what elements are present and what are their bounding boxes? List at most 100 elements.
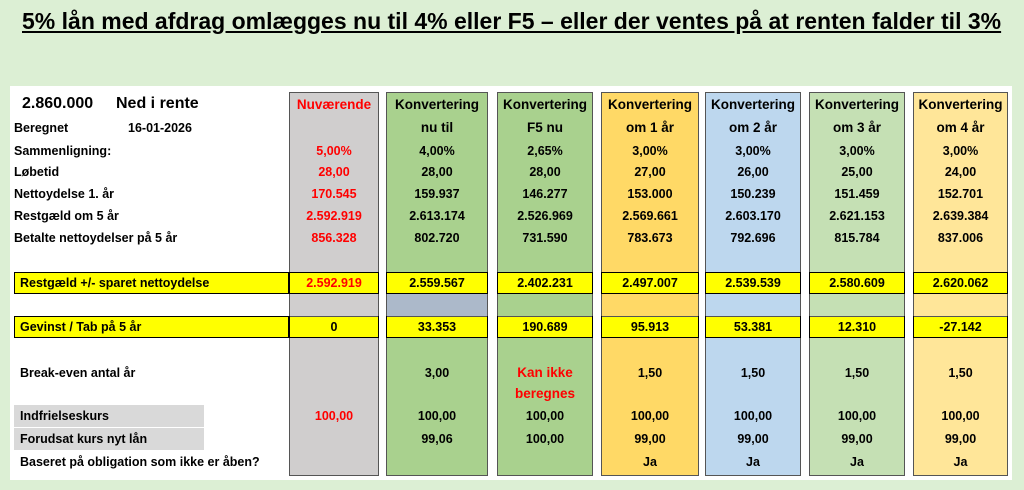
cell-loebetid-4: 26,00 — [737, 165, 769, 179]
indfrielse-label-bg — [14, 405, 204, 427]
cell-h1-2: Konvertering — [502, 97, 587, 112]
cell-loebetid-0: 28,00 — [318, 165, 350, 179]
cell-kurs-3: 99,00 — [634, 432, 666, 446]
cell-restgaeld-1: 2.613.174 — [409, 209, 465, 223]
cell-rente-2: 2,65% — [527, 144, 563, 158]
cell-kurs-2: 100,00 — [525, 432, 565, 446]
restgaeld-sparet-bar-4 — [705, 272, 801, 294]
cell-indfrielse-5: 100,00 — [837, 409, 877, 423]
cell-indfrielse-2: 100,00 — [525, 409, 565, 423]
cell-h2-3: om 1 år — [625, 120, 675, 135]
cell-breakeven1-2: Kan ikke — [517, 365, 573, 380]
cell-breakeven1-4: 1,50 — [740, 366, 766, 380]
amount-value: 2.860.000 — [22, 95, 94, 112]
loebetid-label: Løbetid — [14, 165, 60, 179]
cell-restgaeld-sparet-2: 2.402.231 — [517, 276, 573, 290]
restgaeld-sparet-bar-5 — [809, 272, 905, 294]
cell-restgaeld-sparet-6: 2.620.062 — [932, 276, 989, 290]
gap-band-5 — [810, 294, 904, 317]
cell-rente-6: 3,00% — [942, 144, 979, 158]
cell-indfrielse-4: 100,00 — [733, 409, 773, 423]
cell-loebetid-6: 24,00 — [944, 165, 977, 179]
cell-breakeven2-2: beregnes — [514, 386, 576, 401]
cell-restgaeld-sparet-0: 2.592.919 — [306, 276, 362, 290]
cell-kurs-5: 99,00 — [841, 432, 873, 446]
baseret-label: Baseret på obligation som ikke er åben? — [20, 455, 260, 469]
cell-restgaeld-4: 2.603.170 — [725, 209, 781, 223]
cell-gevinst-3: 95.913 — [630, 320, 670, 334]
breakeven-label: Break-even antal år — [20, 366, 136, 380]
cell-gevinst-5: 12.310 — [837, 320, 877, 334]
cell-loebetid-2: 28,00 — [529, 165, 561, 179]
beregnet-label: Beregnet — [14, 121, 69, 135]
cell-restgaeld-sparet-1: 2.559.567 — [409, 276, 465, 290]
cell-nettoydelse-6: 152.701 — [937, 187, 984, 201]
cell-gevinst-6: -27.142 — [939, 320, 982, 334]
cell-rente-5: 3,00% — [839, 144, 875, 158]
cell-rente-4: 3,00% — [735, 144, 771, 158]
gap-band-1 — [387, 294, 487, 317]
indfrielseskurs-label: Indfrielseskurs — [20, 409, 109, 423]
beregnet-date: 16-01-2026 — [128, 121, 192, 135]
gap-band-3 — [602, 294, 698, 317]
cell-gevinst-0: 0 — [330, 320, 338, 334]
cell-kurs-1: 99,06 — [421, 432, 453, 446]
cell-gevinst-4: 53.381 — [733, 320, 773, 334]
cell-loebetid-5: 25,00 — [841, 165, 873, 179]
cell-betalte-5: 815.784 — [834, 231, 880, 245]
cell-restgaeld-2: 2.526.969 — [517, 209, 573, 223]
cell-h2-1: nu til — [420, 120, 454, 135]
cell-betalte-0: 856.328 — [311, 231, 357, 245]
restgaeld-sparet-bar-3 — [601, 272, 699, 294]
cell-indfrielse-3: 100,00 — [630, 409, 670, 423]
restgaeld-sparet-bar-1 — [386, 272, 488, 294]
cell-h1-5: Konvertering — [814, 97, 899, 112]
cell-restgaeld-sparet-5: 2.580.609 — [829, 276, 885, 290]
cell-h2-2: F5 nu — [527, 120, 563, 135]
cell-h2-4: om 2 år — [728, 120, 778, 135]
cell-betalte-3: 783.673 — [627, 231, 673, 245]
cell-baseret-6: Ja — [953, 455, 968, 469]
cell-nettoydelse-0: 170.545 — [311, 187, 357, 201]
forudsat-label: Forudsat kurs nyt lån — [20, 432, 148, 446]
cell-rente-3: 3,00% — [632, 144, 668, 158]
cell-rente-0: 5,00% — [316, 144, 352, 158]
cell-baseret-3: Ja — [643, 455, 657, 469]
restgaeld-sparet-bar-2 — [497, 272, 593, 294]
cell-loebetid-1: 28,00 — [421, 165, 453, 179]
amount-text: Ned i rente — [116, 95, 199, 112]
cell-breakeven1-3: 1,50 — [637, 366, 663, 380]
restgaeld-sparet-label: Restgæld +/- sparet nettoydelse — [20, 276, 210, 290]
cell-betalte-6: 837.006 — [937, 231, 984, 245]
cell-h1-0: Nuværende — [296, 97, 372, 112]
cell-h1-3: Konvertering — [607, 97, 692, 112]
cell-restgaeld-sparet-3: 2.497.007 — [622, 276, 678, 290]
cell-restgaeld-3: 2.569.661 — [622, 209, 678, 223]
cell-h1-6: Konvertering — [918, 97, 1003, 112]
cell-gevinst-1: 33.353 — [417, 320, 457, 334]
sammenligning-label: Sammenligning: — [14, 144, 112, 158]
cell-loebetid-3: 27,00 — [634, 165, 666, 179]
cell-breakeven1-1: 3,00 — [424, 366, 450, 380]
gap-band-0 — [290, 294, 378, 317]
page-title: 5% lån med afdrag omlægges nu til 4% ell… — [22, 8, 1002, 34]
cell-rente-1: 4,00% — [419, 144, 455, 158]
cell-h2-5: om 3 år — [832, 120, 882, 135]
cell-nettoydelse-1: 159.937 — [414, 187, 460, 201]
restgaeld-sparet-bar-0 — [289, 272, 379, 294]
restgaeld-label: Restgæld om 5 år — [14, 209, 119, 223]
cell-nettoydelse-2: 146.277 — [522, 187, 568, 201]
gap-band-2 — [498, 294, 592, 317]
gevinst-label-bar — [14, 316, 289, 338]
cell-baseret-4: Ja — [746, 455, 760, 469]
gap-band-6 — [914, 294, 1007, 317]
cell-nettoydelse-3: 153.000 — [627, 187, 673, 201]
cell-restgaeld-5: 2.621.153 — [829, 209, 885, 223]
cell-h1-4: Konvertering — [710, 97, 795, 112]
cell-indfrielse-0: 100,00 — [314, 409, 354, 423]
cell-kurs-4: 99,00 — [737, 432, 769, 446]
cell-h1-1: Konvertering — [394, 97, 479, 112]
cell-restgaeld-sparet-4: 2.539.539 — [725, 276, 781, 290]
restgaeld-sparet-bar-6 — [913, 272, 1008, 294]
gap-band-4 — [706, 294, 800, 317]
